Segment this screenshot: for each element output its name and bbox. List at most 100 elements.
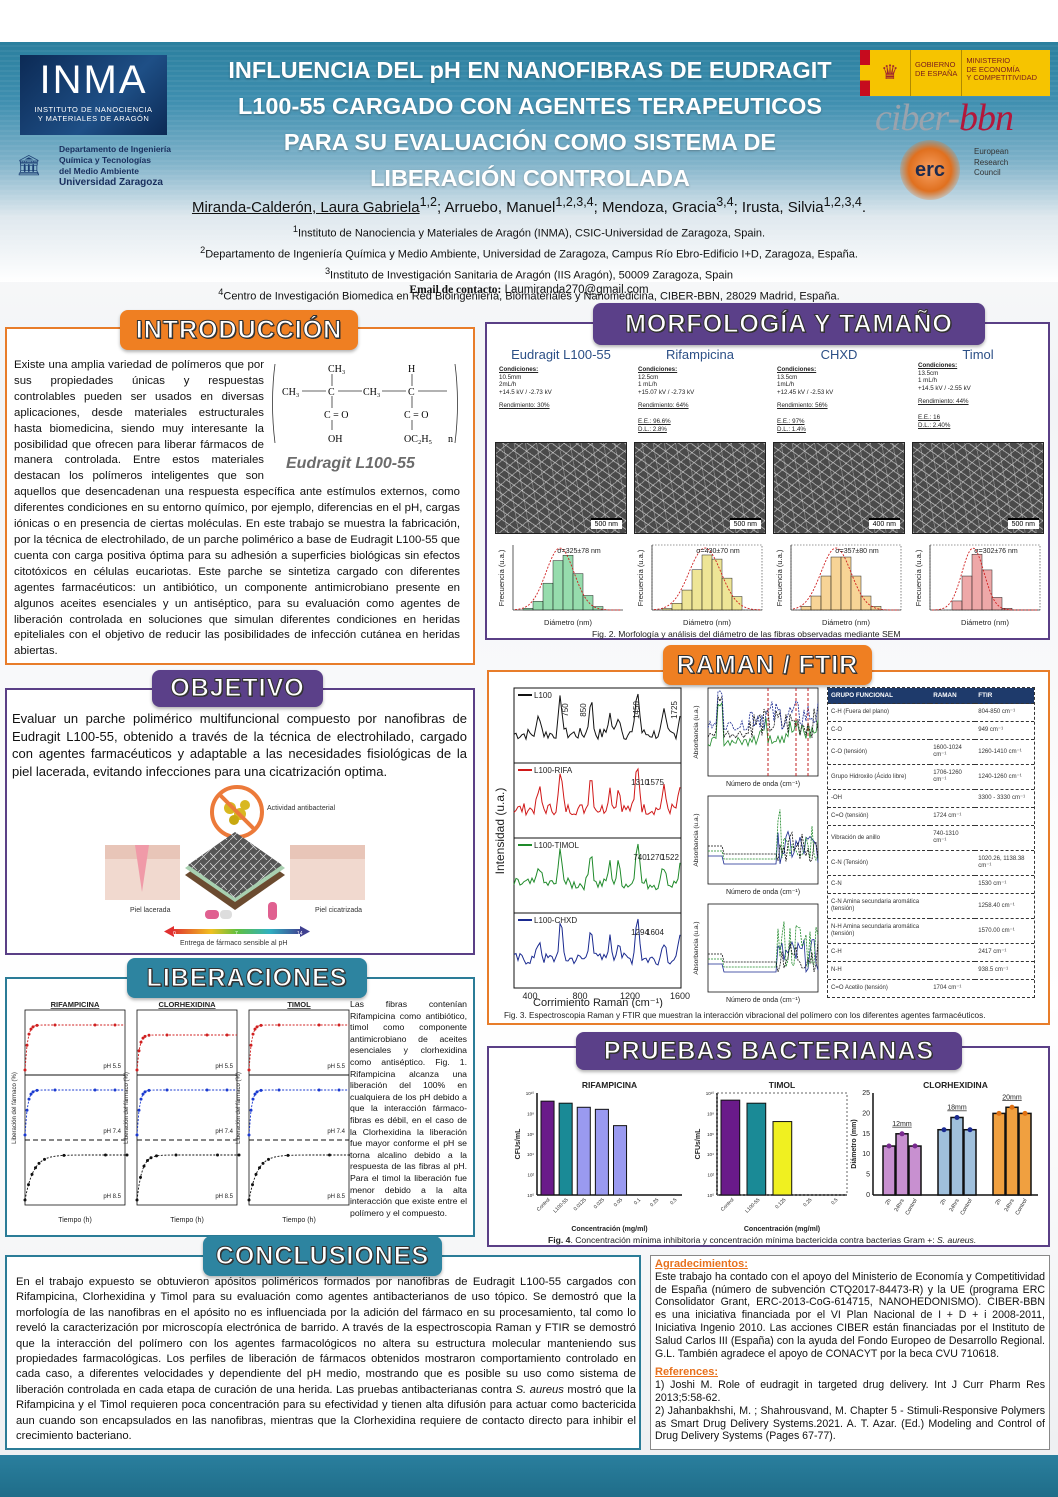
- bar: [992, 1112, 1006, 1196]
- table-cell: 938.5 cm⁻¹: [975, 961, 1034, 980]
- author-name: ; Mendoza, Gracia: [593, 199, 717, 216]
- data-point: [255, 1025, 259, 1029]
- tick-label: 10²: [707, 1173, 714, 1178]
- category-label: Control: [960, 1198, 974, 1216]
- logo-text: MINISTERIO: [966, 56, 1011, 65]
- affiliation-text: Instituto de Nanociencia y Materiales de…: [297, 227, 766, 240]
- chem-label: C = O: [404, 410, 429, 421]
- erc-logo: erc: [900, 140, 960, 200]
- data-point: [251, 1032, 255, 1036]
- raman-ftir-figure: Intensidad (u.a.) L100 750 850 1450 1725 L100-…: [493, 687, 819, 1008]
- plot-frame: [136, 1009, 238, 1206]
- legend-label: pH 5.5: [215, 1064, 233, 1070]
- affiliation-sup: 4: [218, 286, 224, 297]
- inma-logo-sub: Y MATERIALES DE ARAGÓN: [37, 114, 150, 123]
- peak-label: 1522: [661, 853, 679, 862]
- ph-arrow: [164, 926, 310, 937]
- inma-logo-text: INMA: [39, 58, 148, 102]
- logo-text: Universidad Zaragoza: [59, 177, 163, 188]
- data-point: [43, 1157, 46, 1161]
- data-point: [23, 1133, 27, 1137]
- axis-label: Diámetro (nm): [961, 618, 1009, 627]
- functional-groups-table: GRUPO FUNCIONAL RAMAN FTIR C-H (Fuera del p…: [827, 687, 1035, 998]
- data-point: [137, 1049, 141, 1053]
- table-cell: 804-850 cm⁻¹: [975, 703, 1034, 722]
- wound-skin-icon: [105, 845, 180, 900]
- histogram-bar: [661, 608, 673, 611]
- bar: [576, 1106, 591, 1196]
- table-header: GRUPO FUNCIONAL: [828, 688, 931, 704]
- table-cell: [975, 979, 1034, 997]
- histogram-bar: [951, 600, 963, 611]
- axis-label: Absorbancia (u.a.): [693, 921, 700, 974]
- raman-spectrum: [513, 767, 681, 817]
- chem-label: CH₃: [282, 387, 299, 398]
- condition-value: +15.07 kV / -2.73 kV: [638, 388, 695, 396]
- bacteria-charts: RIFAMPICINA 10⁰ 10² 10⁴ 10⁶ 10⁸ 10¹⁰ CFUs/mL Con…: [515, 1080, 1038, 1233]
- reference-item: 2) Jahanbakhshi, M. ; Shahrousvand, M. C…: [655, 1404, 1045, 1443]
- data-point: [155, 1154, 158, 1158]
- condition-value: 12.5cm: [638, 373, 659, 381]
- data-point: [237, 1153, 241, 1157]
- data-point: [143, 1034, 147, 1038]
- contact-email: Email de contacto: Laumiranda270@gmail.c…: [0, 284, 1058, 296]
- data-point: [247, 1198, 251, 1202]
- logo-text: Council: [974, 168, 1001, 177]
- release-curve: [136, 1154, 237, 1201]
- data-point: [35, 1088, 39, 1092]
- data-point: [258, 1166, 261, 1170]
- table-row: C-O 949 cm⁻¹: [828, 721, 1034, 740]
- reference-item: 1) Joshi M. Role of eudragit in targeted…: [655, 1379, 1045, 1404]
- tick-label: 10¹⁰: [706, 1091, 715, 1096]
- raman-spectrum: [513, 843, 681, 892]
- ph-label: 7: [235, 931, 238, 937]
- histogram-bar: [731, 596, 743, 611]
- plot-frame: [248, 1009, 350, 1206]
- email-link[interactable]: Laumiranda270@gmail.com: [504, 284, 649, 296]
- plot-title: RIFAMPICINA: [51, 1000, 100, 1009]
- histogram-bar: [691, 569, 703, 611]
- ftir-spectrum: [708, 940, 819, 973]
- tick-label: 10⁴: [707, 1152, 714, 1157]
- data-point: [165, 1033, 169, 1037]
- bar: [908, 1145, 922, 1196]
- sample-conditions: Condiciones: 12.5cm 1 mL/h +15.07 kV / -2.7…: [638, 366, 768, 433]
- axis-label: Diámetro (mm): [851, 1119, 858, 1168]
- axis-label: Frecuencia (u.a.): [497, 549, 506, 606]
- data-point: [328, 1153, 331, 1157]
- conclusion-italic: S. aureus: [515, 1383, 564, 1396]
- data-point: [267, 1157, 270, 1161]
- inma-logo: INMA INSTITUTO DE NANOCIENCIA Y MATERIAL…: [20, 55, 167, 135]
- logo-text: GOBIERNO: [915, 60, 956, 69]
- data-point: [142, 1164, 146, 1168]
- tick-label: 25: [862, 1090, 870, 1097]
- data-point: [113, 1023, 117, 1027]
- table-row: Vibración de anillo 740-1310 cm⁻¹: [828, 825, 1034, 851]
- table-cell: Grupo Hidroxilo (Ácido libre): [828, 764, 931, 790]
- data-point: [139, 1040, 143, 1044]
- tick-label: 10⁶: [527, 1132, 534, 1137]
- axis-label: Número de onda (cm⁻¹): [726, 997, 800, 1004]
- unizar-logo: 🏛 Departamento de Ingeniería Química y T…: [14, 142, 194, 192]
- yield-value: Rendimiento: 56%: [777, 402, 828, 410]
- table-cell: N-H Amina secundaria aromática (tensión): [828, 918, 931, 944]
- affiliation-sup: 3: [324, 265, 331, 276]
- histogram-bar: [562, 555, 574, 611]
- conditions-label: Condiciones:: [499, 366, 539, 373]
- chem-label: n: [448, 434, 453, 445]
- tick-label: 10⁰: [527, 1193, 534, 1198]
- table-cell: N-H: [828, 961, 931, 980]
- sem-image: 500 nm: [634, 442, 766, 534]
- table-cell: C-O (tensión): [828, 739, 931, 765]
- figure-label: Actividad antibacterial: [267, 805, 336, 812]
- data-point: [261, 1161, 265, 1165]
- data-point: [967, 1127, 973, 1133]
- conclusiones-title: CONCLUSIONES: [203, 1236, 442, 1276]
- table-cell: 1258.40 cm⁻¹: [975, 893, 1034, 919]
- category-label: 2h: [994, 1198, 1002, 1206]
- bar: [772, 1121, 793, 1196]
- table-row: C-N (Tensión) 1020.26, 1138.38 cm⁻¹: [828, 850, 1034, 876]
- table-cell: C-N (Tensión): [828, 850, 931, 876]
- axis-label: Tiempo (h): [282, 1217, 316, 1224]
- condition-value: 1 mL/h: [918, 377, 937, 385]
